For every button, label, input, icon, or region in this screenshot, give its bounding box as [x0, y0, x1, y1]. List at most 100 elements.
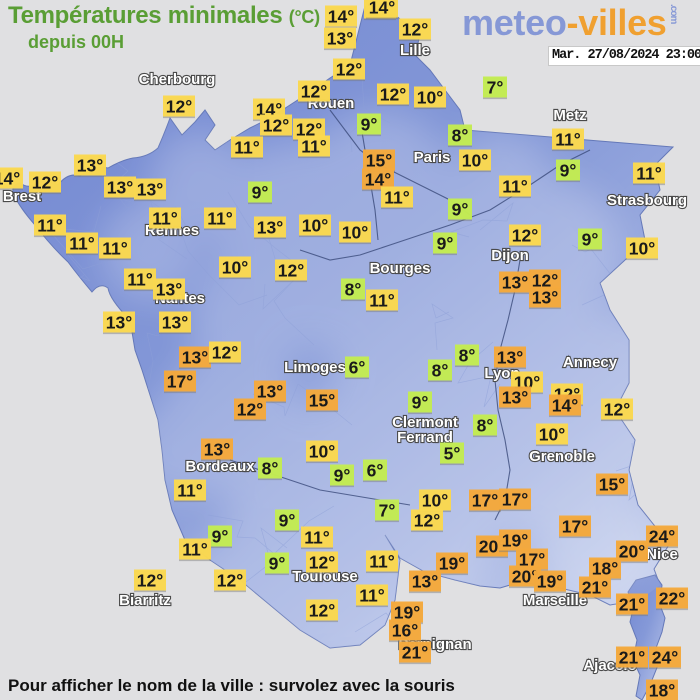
svg-text:9°: 9°: [279, 511, 296, 531]
svg-text:12°: 12°: [263, 116, 289, 136]
svg-text:9°: 9°: [560, 161, 577, 181]
svg-text:Annecy: Annecy: [563, 354, 618, 371]
svg-text:Strasbourg: Strasbourg: [607, 192, 687, 209]
svg-text:12°: 12°: [237, 400, 263, 420]
svg-text:11°: 11°: [102, 239, 128, 259]
svg-text:21°: 21°: [582, 578, 608, 598]
svg-text:11°: 11°: [207, 209, 233, 229]
svg-text:21°: 21°: [619, 595, 645, 615]
svg-text:9°: 9°: [334, 466, 351, 486]
svg-text:8°: 8°: [345, 280, 362, 300]
svg-text:15°: 15°: [366, 151, 392, 171]
svg-text:10°: 10°: [422, 491, 448, 511]
svg-text:14°: 14°: [328, 7, 354, 27]
svg-text:12°: 12°: [32, 173, 58, 193]
svg-text:Marseille: Marseille: [523, 592, 587, 609]
svg-text:Biarritz: Biarritz: [119, 592, 171, 609]
svg-text:9°: 9°: [252, 183, 269, 203]
svg-text:13°: 13°: [107, 178, 133, 198]
svg-text:6°: 6°: [349, 358, 366, 378]
svg-text:8°: 8°: [262, 459, 279, 479]
svg-text:13°: 13°: [257, 218, 283, 238]
svg-text:9°: 9°: [437, 234, 454, 254]
svg-text:9°: 9°: [361, 115, 378, 135]
svg-text:15°: 15°: [599, 475, 625, 495]
svg-text:Lille: Lille: [400, 42, 430, 59]
svg-text:10°: 10°: [342, 223, 368, 243]
svg-text:20°: 20°: [619, 542, 645, 562]
svg-text:10°: 10°: [302, 216, 328, 236]
svg-text:11°: 11°: [152, 209, 178, 229]
svg-text:13°: 13°: [106, 313, 132, 333]
svg-text:11°: 11°: [502, 177, 528, 197]
svg-text:6°: 6°: [367, 461, 384, 481]
svg-text:13°: 13°: [412, 572, 438, 592]
svg-text:17°: 17°: [167, 372, 193, 392]
svg-text:18°: 18°: [592, 559, 618, 579]
svg-text:12°: 12°: [217, 571, 243, 591]
svg-text:24°: 24°: [649, 527, 675, 547]
svg-text:8°: 8°: [477, 416, 494, 436]
svg-text:10°: 10°: [222, 258, 248, 278]
svg-text:15°: 15°: [309, 391, 335, 411]
svg-text:14°: 14°: [369, 0, 395, 18]
svg-text:Dijon: Dijon: [491, 247, 529, 264]
svg-text:10°: 10°: [309, 442, 335, 462]
svg-text:12°: 12°: [414, 511, 440, 531]
svg-text:13°: 13°: [502, 388, 528, 408]
svg-text:14°: 14°: [552, 396, 578, 416]
svg-text:Metz: Metz: [553, 107, 586, 124]
svg-text:11°: 11°: [127, 270, 153, 290]
svg-text:Paris: Paris: [414, 149, 451, 166]
svg-text:11°: 11°: [304, 528, 330, 548]
svg-text:11°: 11°: [369, 291, 395, 311]
svg-text:Cherbourg: Cherbourg: [139, 71, 216, 88]
svg-text:12°: 12°: [402, 20, 428, 40]
svg-text:13°: 13°: [182, 348, 208, 368]
svg-text:7°: 7°: [379, 501, 396, 521]
svg-text:19°: 19°: [439, 554, 465, 574]
svg-text:14°: 14°: [0, 169, 20, 189]
svg-text:11°: 11°: [301, 137, 327, 157]
svg-text:8°: 8°: [459, 346, 476, 366]
svg-text:12°: 12°: [380, 85, 406, 105]
svg-text:16°: 16°: [392, 621, 418, 641]
svg-text:5°: 5°: [444, 444, 461, 464]
svg-text:9°: 9°: [269, 554, 286, 574]
svg-text:10°: 10°: [629, 239, 655, 259]
svg-text:10°: 10°: [417, 88, 443, 108]
svg-text:12°: 12°: [604, 400, 630, 420]
svg-text:21°: 21°: [619, 648, 645, 668]
svg-text:12°: 12°: [336, 60, 362, 80]
svg-text:7°: 7°: [487, 78, 504, 98]
svg-text:13°: 13°: [77, 156, 103, 176]
svg-text:13°: 13°: [532, 288, 558, 308]
svg-text:18°: 18°: [649, 681, 675, 700]
svg-text:11°: 11°: [182, 540, 208, 560]
svg-text:Bourges: Bourges: [370, 260, 431, 277]
svg-text:10°: 10°: [539, 425, 565, 445]
svg-text:Limoges: Limoges: [284, 359, 346, 376]
svg-text:19°: 19°: [502, 531, 528, 551]
svg-text:13°: 13°: [156, 280, 182, 300]
svg-text:22°: 22°: [659, 589, 685, 609]
svg-text:19°: 19°: [537, 572, 563, 592]
svg-text:9°: 9°: [412, 393, 429, 413]
svg-text:11°: 11°: [177, 481, 203, 501]
svg-text:13°: 13°: [137, 180, 163, 200]
svg-text:12°: 12°: [166, 97, 192, 117]
svg-text:11°: 11°: [359, 586, 385, 606]
svg-text:Grenoble: Grenoble: [529, 448, 595, 465]
svg-text:13°: 13°: [204, 440, 230, 460]
svg-text:12°: 12°: [309, 553, 335, 573]
svg-text:17°: 17°: [502, 490, 528, 510]
svg-text:12°: 12°: [137, 571, 163, 591]
svg-text:9°: 9°: [582, 230, 599, 250]
svg-text:9°: 9°: [212, 527, 229, 547]
svg-text:11°: 11°: [636, 164, 662, 184]
svg-text:13°: 13°: [497, 348, 523, 368]
svg-text:12°: 12°: [301, 82, 327, 102]
svg-text:12°: 12°: [278, 261, 304, 281]
svg-text:11°: 11°: [234, 138, 260, 158]
svg-text:9°: 9°: [452, 200, 469, 220]
